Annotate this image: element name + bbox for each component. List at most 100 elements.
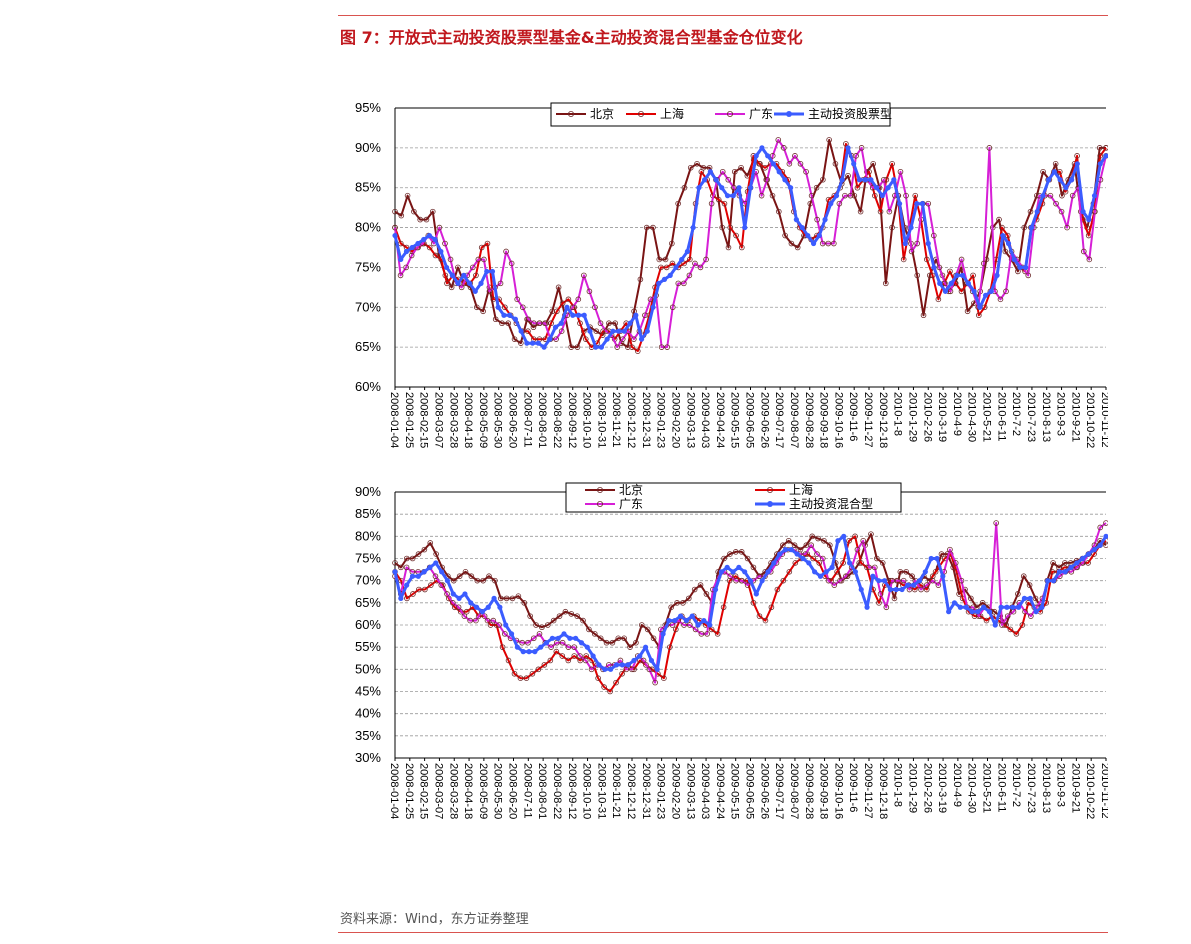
data-point — [914, 201, 920, 207]
data-point — [398, 256, 404, 263]
data-point — [539, 624, 545, 631]
data-point — [1027, 208, 1034, 215]
data-point — [758, 192, 765, 199]
data-point — [881, 578, 888, 584]
x-tick-label: 2009-11-6 — [847, 392, 859, 441]
data-point — [501, 312, 507, 318]
data-point — [1002, 248, 1009, 255]
data-point — [642, 312, 648, 319]
data-point — [720, 604, 727, 611]
data-point — [1064, 224, 1070, 231]
data-point — [871, 192, 878, 199]
data-point — [937, 280, 943, 286]
data-point — [673, 264, 679, 271]
data-point — [519, 304, 526, 311]
data-point — [744, 555, 751, 562]
data-point — [819, 555, 826, 562]
data-point — [520, 649, 526, 655]
data-point — [514, 296, 521, 303]
data-point — [525, 328, 531, 335]
data-point — [421, 236, 427, 243]
data-point — [951, 600, 958, 606]
data-point — [514, 644, 520, 650]
data-point — [942, 280, 948, 287]
y-tick-label: 65% — [355, 595, 381, 610]
data-point — [450, 600, 456, 606]
data-point — [856, 177, 863, 183]
y-tick-label: 90% — [355, 484, 381, 499]
data-point — [965, 280, 971, 286]
data-point — [814, 551, 820, 557]
data-point — [1015, 268, 1021, 275]
data-point — [834, 569, 840, 575]
data-point — [526, 649, 532, 655]
data-point — [803, 168, 809, 175]
data-point — [813, 184, 820, 191]
data-point — [610, 328, 616, 334]
data-point — [638, 622, 645, 628]
data-point — [640, 657, 647, 664]
data-point — [692, 260, 698, 267]
data-point — [568, 611, 575, 617]
x-tick-label: 2008-01-04 — [388, 392, 400, 448]
data-point — [658, 626, 664, 633]
data-point — [786, 161, 793, 167]
x-tick-label: 2008-10-10 — [581, 763, 593, 819]
data-point — [515, 593, 522, 599]
data-point — [555, 284, 562, 291]
data-point — [571, 653, 578, 659]
data-point — [925, 240, 931, 247]
data-point — [543, 640, 550, 646]
data-point — [922, 569, 928, 575]
data-point — [461, 613, 468, 619]
data-point — [398, 564, 404, 571]
data-point — [687, 256, 693, 263]
data-point — [687, 622, 693, 628]
data-point — [1017, 264, 1023, 271]
x-tick-label: 2008-03-28 — [447, 763, 459, 819]
data-point — [503, 595, 510, 602]
y-tick-label: 35% — [355, 728, 381, 743]
data-point — [986, 609, 993, 615]
data-point — [727, 551, 733, 557]
data-point — [727, 573, 734, 580]
data-point — [1028, 224, 1035, 231]
data-point — [444, 280, 450, 287]
figure-title: 图 7：开放式主动投资股票型基金&主动投资混合型基金仓位变化 — [340, 28, 803, 47]
data-point — [762, 617, 769, 624]
data-point — [574, 613, 580, 619]
data-point — [575, 312, 582, 318]
x-tick-label: 2009-05-15 — [729, 763, 741, 819]
data-point — [637, 653, 643, 659]
data-point — [852, 569, 859, 575]
data-point — [629, 344, 635, 350]
y-tick-label: 85% — [355, 180, 381, 195]
y-tick-label: 70% — [355, 573, 381, 588]
data-point — [719, 224, 725, 231]
data-point — [739, 577, 745, 584]
data-point — [1011, 256, 1017, 263]
data-point — [1023, 264, 1029, 271]
x-tick-label: 2009-11-6 — [847, 763, 859, 812]
data-point — [806, 560, 812, 566]
x-tick-label: 2010-9-21 — [1069, 763, 1081, 813]
x-tick-label: 2010-10-22 — [1084, 392, 1096, 448]
data-point — [633, 312, 639, 318]
data-point — [750, 564, 757, 571]
x-tick-label: 2010-1-29 — [906, 392, 918, 442]
data-point — [924, 582, 930, 588]
data-point — [586, 288, 593, 295]
data-point — [970, 272, 976, 279]
data-point — [1097, 153, 1104, 159]
data-point — [1074, 560, 1080, 566]
data-point — [612, 320, 619, 327]
x-tick-label: 2009-06-26 — [758, 763, 770, 819]
data-point — [692, 626, 699, 633]
data-point — [392, 560, 398, 566]
data-point — [719, 185, 725, 191]
stock-fund-chart: 95%90%85%80%75%70%65%60%2008-01-04 2008-0… — [355, 100, 1108, 448]
data-point — [776, 208, 782, 215]
x-tick-label: 2008-11-21 — [610, 392, 622, 447]
data-point — [580, 617, 586, 624]
data-point — [828, 201, 834, 207]
